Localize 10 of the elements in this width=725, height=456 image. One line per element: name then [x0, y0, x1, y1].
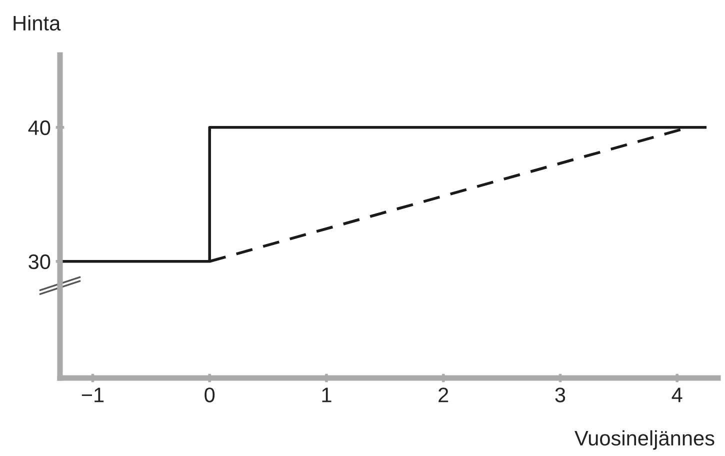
x-tick-label: 3: [555, 388, 566, 402]
x-tick-label: 4: [672, 388, 682, 402]
y-tick-label: 30: [28, 254, 50, 270]
x-axis-title: Vuosineljännes: [574, 430, 714, 450]
x-tick-label: 0: [204, 388, 215, 402]
x-tick-label: −1: [82, 388, 104, 402]
y-tick-label: 40: [28, 120, 50, 136]
x-tick-label: 1: [322, 388, 332, 402]
y-axis-title: Hinta: [14, 15, 61, 31]
x-tick-label: 2: [438, 388, 448, 402]
